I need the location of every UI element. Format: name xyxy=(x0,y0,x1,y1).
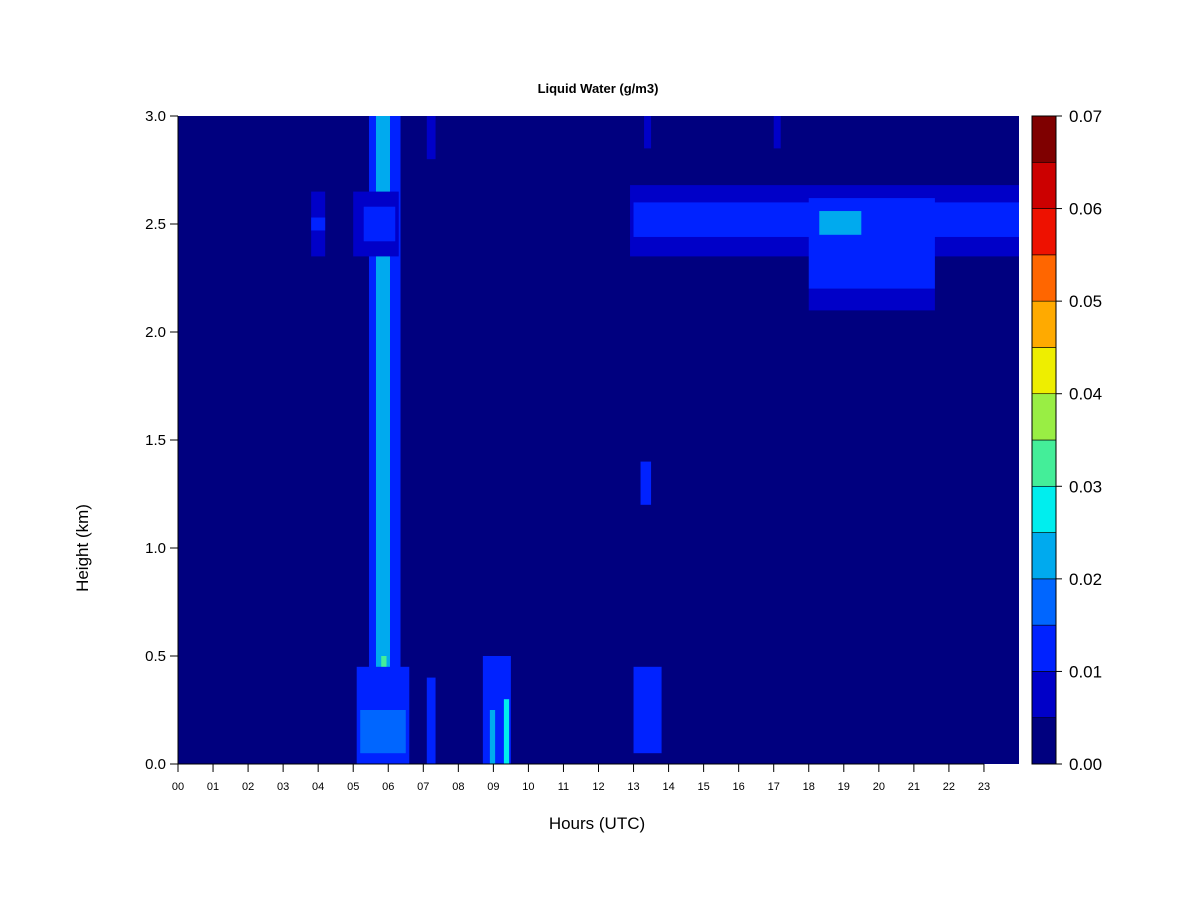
colorbar-tick-label: 0.05 xyxy=(1069,292,1102,311)
heatmap-region xyxy=(426,116,436,160)
heatmap-region xyxy=(640,461,652,505)
y-tick-label: 0.5 xyxy=(145,648,166,665)
y-tick-label: 3.0 xyxy=(145,108,166,125)
heatmap-layer xyxy=(178,116,1019,764)
heatmap-region xyxy=(819,211,862,235)
colorbar: 0.00 0.01 0.02 0.03 0.04 0.05 0.06 0.07 xyxy=(1031,107,1102,774)
x-tick-label: 00 xyxy=(172,781,184,793)
y-axis-label: Height (km) xyxy=(73,504,92,592)
x-tick-label: 05 xyxy=(347,781,359,793)
colorbar-frame xyxy=(1031,115,1057,765)
chart-title: Liquid Water (g/m3) xyxy=(538,81,659,96)
x-tick-label: 12 xyxy=(592,781,604,793)
colorbar-level xyxy=(1031,208,1057,256)
x-tick-label: 16 xyxy=(733,781,745,793)
colorbar-level xyxy=(1031,671,1057,719)
x-tick-label: 22 xyxy=(943,781,955,793)
colorbar-level xyxy=(1031,393,1057,441)
x-tick-label: 10 xyxy=(522,781,534,793)
heatmap-region xyxy=(360,710,406,754)
x-tick-label: 21 xyxy=(908,781,920,793)
x-tick-label: 17 xyxy=(768,781,780,793)
y-tick-label: 0.0 xyxy=(145,756,166,773)
colorbar-level xyxy=(1031,161,1057,209)
colorbar-tick-label: 0.07 xyxy=(1069,107,1102,126)
colorbar-tick-label: 0.03 xyxy=(1069,477,1102,496)
x-tick-label: 23 xyxy=(978,781,990,793)
colorbar-level xyxy=(1031,485,1057,533)
x-tick-label: 13 xyxy=(627,781,639,793)
heatmap-region xyxy=(489,710,496,764)
x-tick-label: 01 xyxy=(207,781,219,793)
x-tick-label: 19 xyxy=(838,781,850,793)
y-tick-label: 2.5 xyxy=(145,216,166,233)
colorbar-level xyxy=(1031,300,1057,348)
heatmap-region xyxy=(773,116,781,149)
heatmap-region xyxy=(363,206,396,242)
x-tick-label: 04 xyxy=(312,781,324,793)
x-tick-label: 03 xyxy=(277,781,289,793)
x-axis: 00 01 02 03 04 05 06 07 08 09 10 11 12 13 14 15 16 17 18 19… xyxy=(172,763,990,793)
x-tick-label: 06 xyxy=(382,781,394,793)
heatmap-region xyxy=(644,116,652,149)
colorbar-level xyxy=(1031,532,1057,580)
colorbar-level xyxy=(1031,624,1057,672)
x-tick-label: 08 xyxy=(452,781,464,793)
colorbar-level xyxy=(1031,578,1057,626)
y-tick-label: 1.5 xyxy=(145,432,166,449)
colorbar-level xyxy=(1031,439,1057,487)
x-tick-label: 18 xyxy=(803,781,815,793)
heatmap-region xyxy=(311,217,326,231)
colorbar-tick-label: 0.01 xyxy=(1069,662,1102,681)
x-tick-label: 14 xyxy=(662,781,674,793)
colorbar-level xyxy=(1031,347,1057,395)
heatmap-region xyxy=(633,666,662,754)
x-axis-label: Hours (UTC) xyxy=(549,814,645,833)
x-tick-label: 15 xyxy=(698,781,710,793)
y-axis: 0.0 0.5 1.0 1.5 2.0 2.5 3.0 xyxy=(145,108,179,773)
heatmap-region xyxy=(426,677,436,764)
x-tick-label: 07 xyxy=(417,781,429,793)
y-tick-label: 1.0 xyxy=(145,540,166,557)
heatmap-region xyxy=(503,699,510,764)
x-tick-label: 09 xyxy=(487,781,499,793)
colorbar-tick-label: 0.06 xyxy=(1069,200,1102,219)
colorbar-level xyxy=(1031,254,1057,302)
x-tick-label: 11 xyxy=(558,781,569,793)
heatmap-region xyxy=(808,288,935,311)
x-tick-label: 20 xyxy=(873,781,885,793)
heatmap-region xyxy=(375,116,391,764)
colorbar-tick-label: 0.04 xyxy=(1069,385,1102,404)
y-tick-label: 2.0 xyxy=(145,324,166,341)
colorbar-level xyxy=(1031,115,1057,163)
colorbar-tick-label: 0.00 xyxy=(1069,755,1102,774)
colorbar-level xyxy=(1031,717,1057,765)
x-tick-label: 02 xyxy=(242,781,254,793)
colorbar-tick-label: 0.02 xyxy=(1069,570,1102,589)
